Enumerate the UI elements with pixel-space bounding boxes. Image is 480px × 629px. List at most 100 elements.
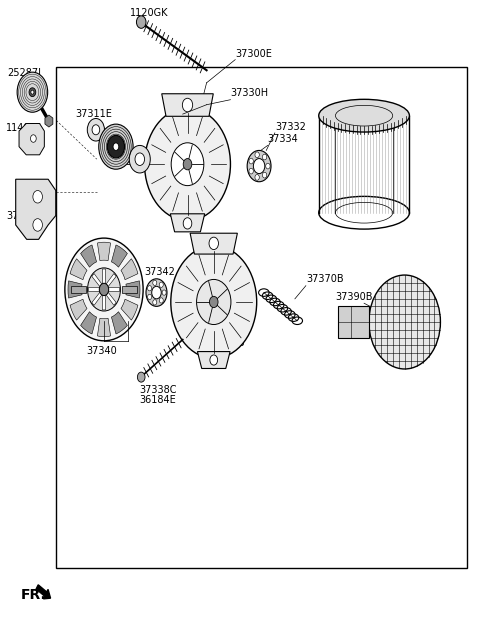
Circle shape — [148, 294, 152, 299]
Text: 37311E: 37311E — [75, 109, 112, 119]
Circle shape — [249, 169, 253, 174]
Circle shape — [17, 72, 48, 112]
Ellipse shape — [319, 196, 409, 229]
Polygon shape — [16, 179, 56, 240]
Circle shape — [144, 108, 230, 221]
Text: 1140FF: 1140FF — [6, 123, 42, 133]
Polygon shape — [19, 123, 44, 155]
Circle shape — [65, 238, 143, 341]
Polygon shape — [162, 94, 213, 116]
Wedge shape — [70, 299, 87, 320]
Circle shape — [210, 355, 217, 365]
Text: 37370B: 37370B — [306, 274, 344, 284]
Circle shape — [31, 135, 36, 142]
Text: 36184E: 36184E — [139, 394, 176, 404]
Wedge shape — [121, 299, 138, 320]
Circle shape — [33, 219, 42, 231]
Bar — [121, 286, 137, 293]
Ellipse shape — [336, 105, 393, 126]
Wedge shape — [121, 259, 138, 280]
Bar — [338, 306, 369, 338]
Circle shape — [99, 124, 133, 169]
Polygon shape — [106, 292, 116, 305]
Wedge shape — [68, 281, 82, 298]
FancyArrow shape — [36, 585, 50, 599]
Polygon shape — [190, 233, 238, 254]
Wedge shape — [97, 242, 110, 260]
Text: 37300E: 37300E — [235, 49, 272, 59]
Wedge shape — [97, 318, 110, 337]
Circle shape — [171, 245, 257, 359]
Polygon shape — [197, 352, 230, 369]
Circle shape — [249, 159, 253, 164]
Circle shape — [129, 145, 150, 173]
Text: FR.: FR. — [21, 588, 46, 602]
Polygon shape — [92, 292, 102, 305]
Circle shape — [87, 118, 105, 141]
Text: 37323: 37323 — [125, 157, 156, 167]
Text: 37330H: 37330H — [230, 89, 269, 99]
Circle shape — [152, 286, 161, 299]
Text: 25287I: 25287I — [7, 68, 41, 78]
Wedge shape — [81, 312, 96, 334]
Polygon shape — [45, 115, 53, 127]
Polygon shape — [108, 287, 120, 291]
Wedge shape — [111, 312, 127, 334]
Circle shape — [148, 286, 152, 291]
Ellipse shape — [319, 99, 409, 132]
Text: 37390B: 37390B — [336, 292, 373, 302]
Circle shape — [29, 88, 36, 97]
Circle shape — [146, 279, 167, 306]
Text: 37342: 37342 — [144, 267, 175, 277]
Circle shape — [136, 16, 146, 28]
Wedge shape — [111, 245, 127, 267]
Circle shape — [209, 296, 218, 308]
Text: 37332: 37332 — [275, 121, 306, 131]
Bar — [56, 67, 467, 568]
Circle shape — [162, 290, 166, 295]
Circle shape — [183, 218, 192, 229]
Text: 37340: 37340 — [86, 346, 117, 356]
Polygon shape — [102, 296, 106, 310]
Circle shape — [209, 237, 218, 250]
Circle shape — [255, 174, 259, 181]
Circle shape — [33, 191, 42, 203]
Circle shape — [171, 143, 204, 186]
Circle shape — [183, 159, 192, 170]
Bar — [71, 286, 86, 293]
Text: 1120GK: 1120GK — [130, 8, 168, 18]
Circle shape — [113, 143, 119, 150]
Circle shape — [369, 275, 441, 369]
Circle shape — [263, 172, 267, 178]
Polygon shape — [102, 269, 106, 284]
Text: 37321A: 37321A — [87, 128, 125, 138]
Circle shape — [263, 154, 267, 160]
Circle shape — [137, 372, 145, 382]
Circle shape — [159, 298, 163, 303]
Circle shape — [159, 282, 163, 287]
Circle shape — [255, 152, 259, 158]
Circle shape — [87, 268, 120, 311]
Text: 37338C: 37338C — [139, 385, 176, 394]
Circle shape — [247, 150, 271, 182]
Polygon shape — [170, 214, 204, 232]
Circle shape — [153, 280, 157, 286]
Text: 37367B: 37367B — [207, 338, 245, 348]
Polygon shape — [88, 287, 99, 291]
Circle shape — [182, 98, 192, 112]
Circle shape — [153, 300, 157, 305]
Wedge shape — [126, 281, 140, 298]
Bar — [319, 116, 409, 213]
Circle shape — [266, 164, 270, 169]
Circle shape — [253, 159, 265, 174]
Wedge shape — [81, 245, 96, 267]
Circle shape — [99, 283, 108, 296]
Text: 37460: 37460 — [6, 211, 37, 221]
Circle shape — [135, 153, 144, 165]
Circle shape — [197, 279, 231, 325]
Circle shape — [92, 125, 100, 135]
Polygon shape — [106, 274, 116, 287]
Wedge shape — [70, 259, 87, 280]
Polygon shape — [92, 274, 102, 287]
Circle shape — [108, 135, 124, 158]
